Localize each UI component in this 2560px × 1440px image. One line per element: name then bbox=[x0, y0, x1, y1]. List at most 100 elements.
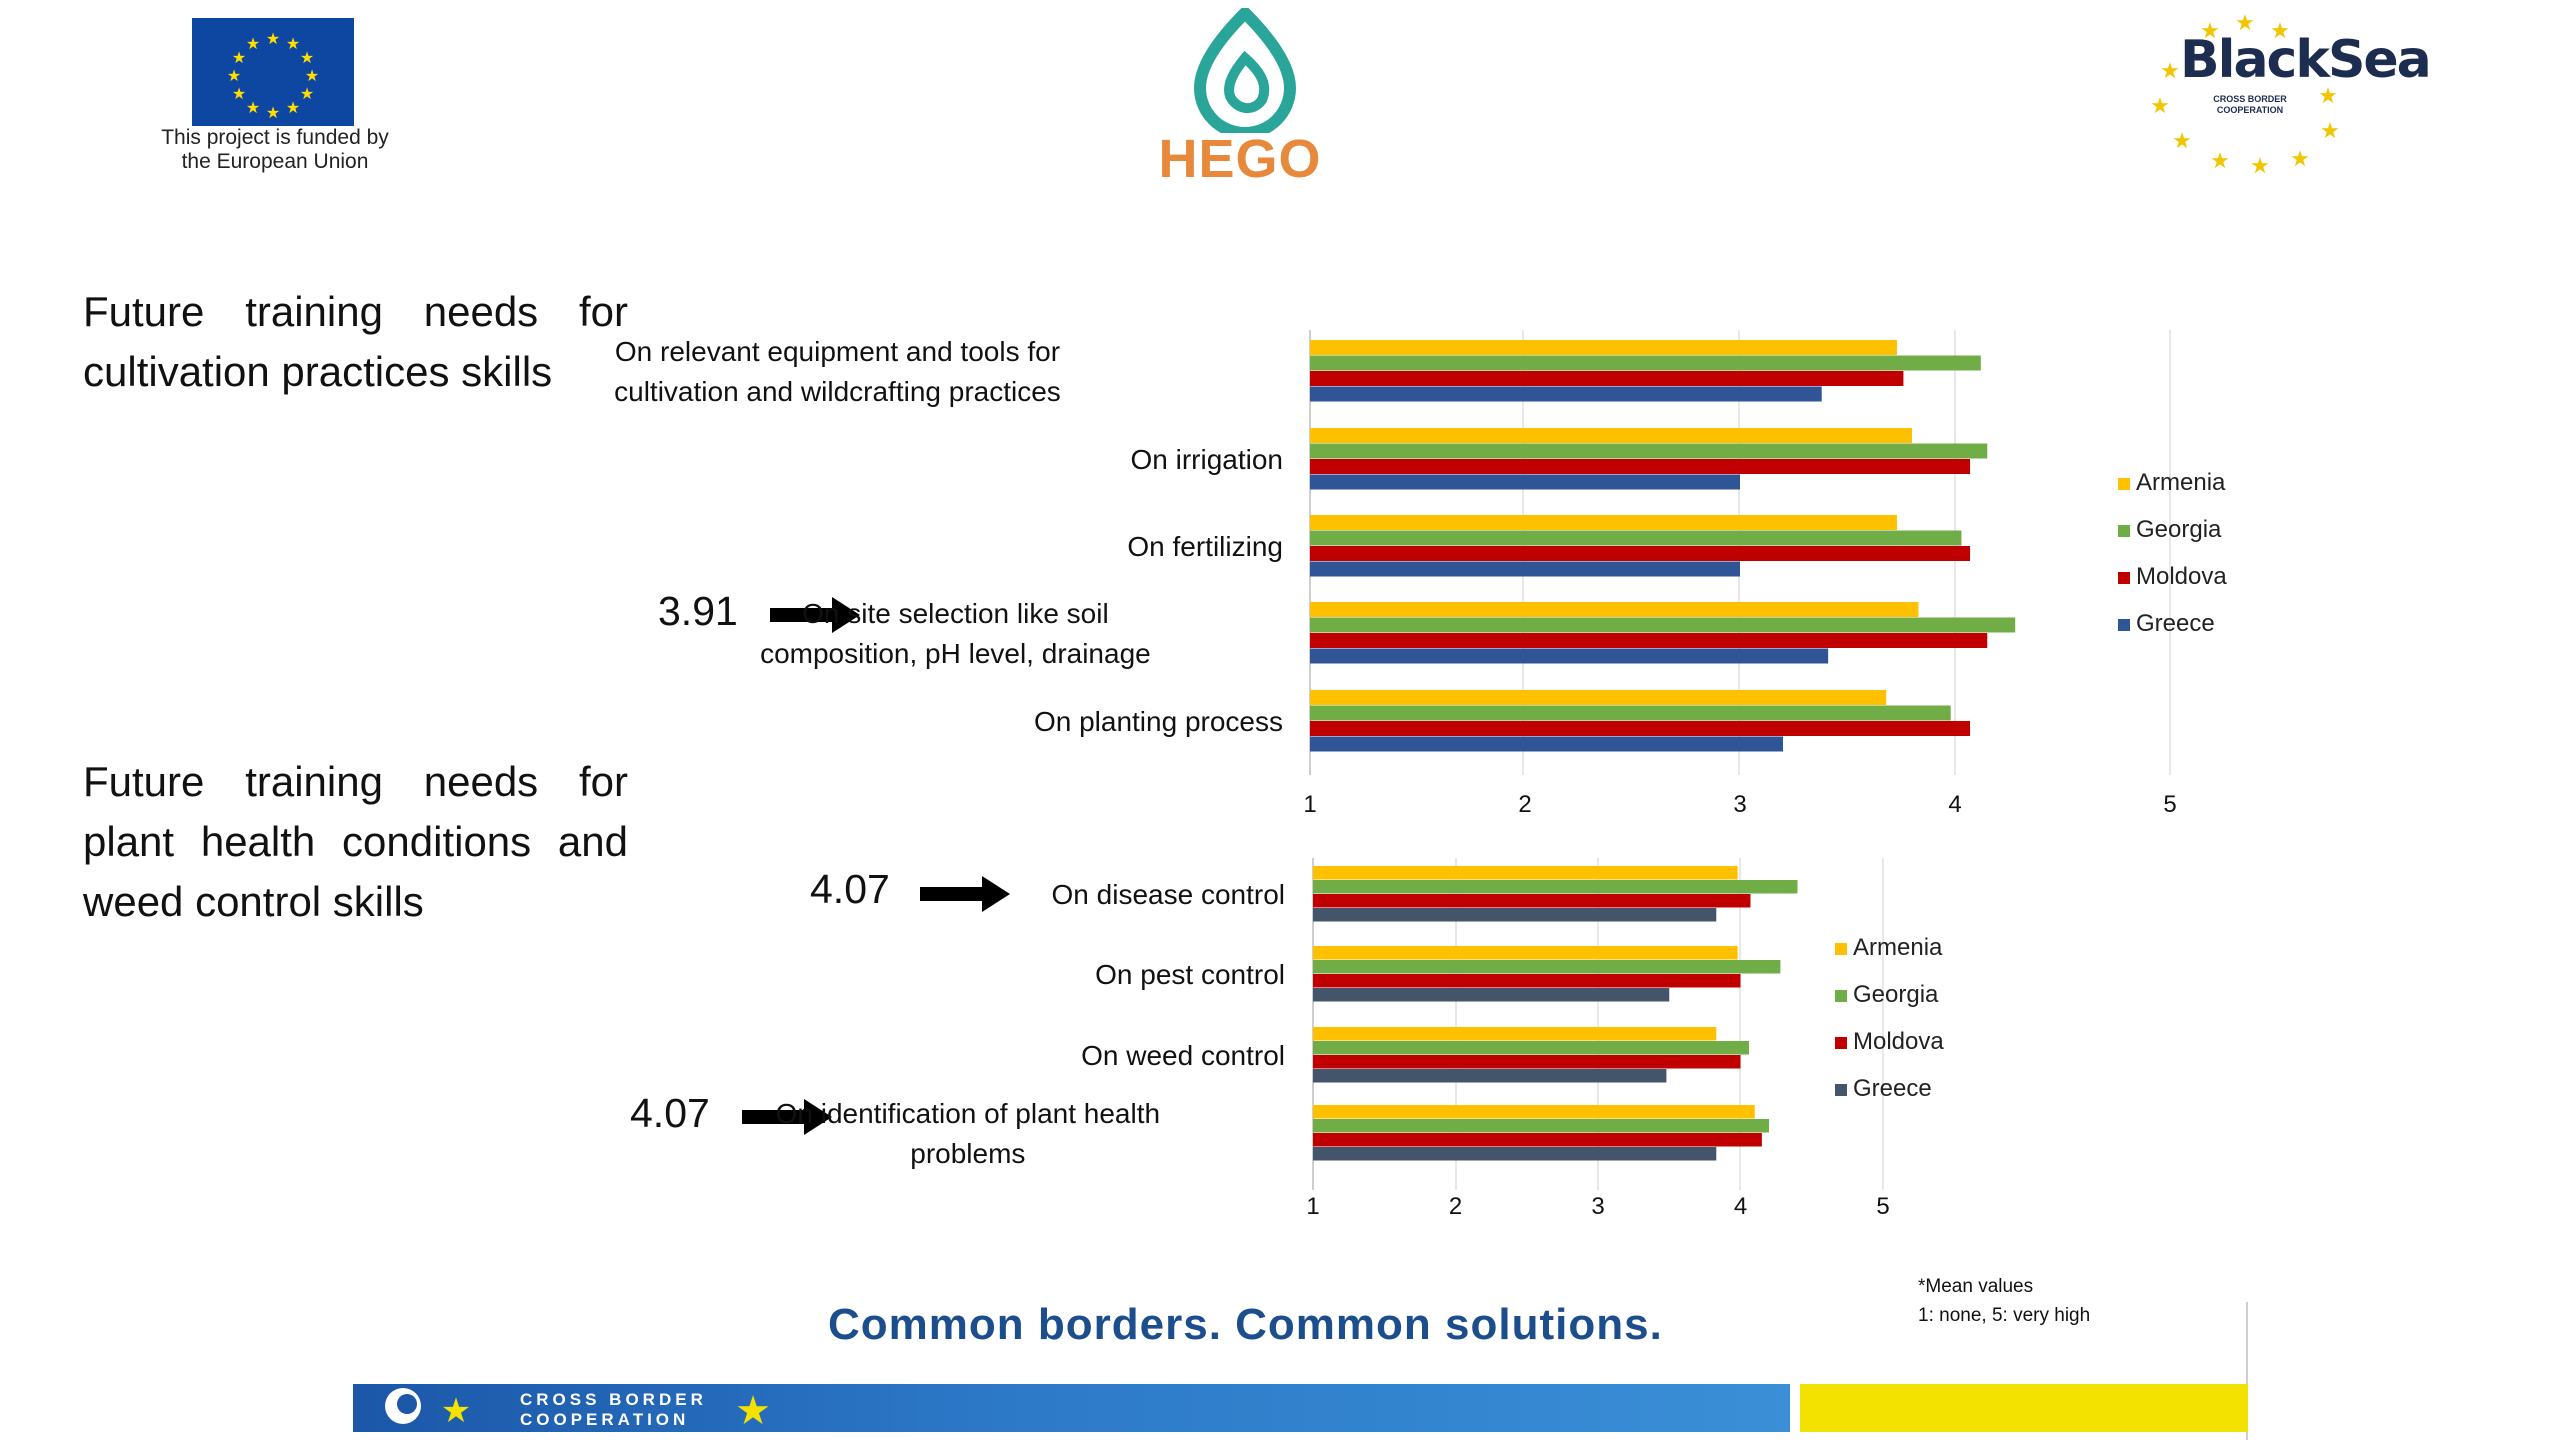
svg-text:★: ★ bbox=[300, 50, 314, 67]
bar-georgia bbox=[1310, 705, 1951, 721]
svg-text:★: ★ bbox=[2270, 18, 2290, 43]
svg-text:★: ★ bbox=[441, 1392, 471, 1430]
x-tick-label: 4 bbox=[1734, 1193, 1747, 1220]
svg-text:★: ★ bbox=[2235, 10, 2255, 35]
legend-swatch-armenia bbox=[2118, 478, 2130, 490]
note-line1: *Mean values bbox=[1918, 1276, 2034, 1297]
category-label: On disease control bbox=[1052, 879, 1285, 910]
blacksea-logo-subtitle: CROSS BORDER COOPERATION bbox=[2190, 94, 2310, 116]
arrow-right-icon bbox=[770, 595, 862, 640]
bar-georgia bbox=[1313, 1041, 1750, 1055]
bar-moldova bbox=[1310, 721, 1971, 736]
svg-text:★: ★ bbox=[2250, 153, 2270, 178]
category-label: On irrigation bbox=[1130, 444, 1283, 475]
bar-armenia bbox=[1310, 602, 1919, 617]
bar-georgia bbox=[1313, 1119, 1769, 1133]
svg-text:★: ★ bbox=[246, 36, 260, 53]
svg-text:★: ★ bbox=[246, 100, 260, 117]
svg-text:★: ★ bbox=[2200, 18, 2220, 43]
svg-text:★: ★ bbox=[232, 50, 246, 67]
category-label: On planting process bbox=[1034, 706, 1283, 737]
bar-moldova bbox=[1310, 459, 1971, 474]
bar-moldova bbox=[1310, 546, 1971, 561]
category-label: On site selection like soil composition, … bbox=[760, 598, 1151, 669]
svg-text:★: ★ bbox=[305, 68, 319, 85]
svg-text:★: ★ bbox=[266, 105, 280, 122]
svg-text:★: ★ bbox=[232, 86, 246, 103]
bar-georgia bbox=[1310, 355, 1981, 371]
bar-georgia bbox=[1313, 960, 1781, 974]
footer-yellow-band bbox=[1800, 1384, 2248, 1432]
svg-text:★: ★ bbox=[2150, 93, 2170, 118]
footer-slogan: Common borders. Common solutions. bbox=[828, 1300, 1663, 1349]
bar-georgia bbox=[1310, 530, 1962, 546]
bar-armenia bbox=[1313, 1105, 1755, 1119]
bar-greece bbox=[1313, 988, 1670, 1002]
hego-leaf-icon bbox=[1190, 4, 1300, 139]
bar-greece bbox=[1310, 386, 1822, 402]
svg-text:★: ★ bbox=[2290, 146, 2310, 171]
footer-cbc-text: CROSS BORDER COOPERATION bbox=[520, 1390, 707, 1430]
hego-logo-text: HEGO bbox=[1158, 129, 1322, 189]
x-tick-label: 1 bbox=[1303, 791, 1316, 818]
x-tick-label: 2 bbox=[1518, 791, 1531, 818]
bar-moldova bbox=[1313, 974, 1741, 988]
svg-text:★: ★ bbox=[2318, 83, 2338, 108]
bar-greece bbox=[1310, 474, 1740, 490]
bar-moldova bbox=[1310, 633, 1988, 648]
svg-text:★: ★ bbox=[300, 86, 314, 103]
legend-label-georgia: Georgia bbox=[2136, 516, 2222, 543]
x-tick-label: 4 bbox=[1948, 791, 1961, 818]
bar-moldova bbox=[1313, 1055, 1741, 1069]
eu-caption-line1: This project is funded by bbox=[161, 126, 389, 149]
legend-label-armenia: Armenia bbox=[1853, 934, 1943, 961]
bar-armenia bbox=[1310, 690, 1887, 705]
bar-armenia bbox=[1310, 428, 1912, 443]
bar-moldova bbox=[1310, 371, 1904, 386]
cbc-line1: CROSS BORDER bbox=[520, 1390, 707, 1409]
chart-1: 1 2 3 4 5 On relevant equipment and tools for… bbox=[614, 330, 2227, 818]
bar-armenia bbox=[1313, 866, 1738, 880]
legend-swatch-greece bbox=[1835, 1084, 1847, 1096]
arrow-right-icon bbox=[920, 874, 1012, 919]
legend-swatch-armenia bbox=[1835, 943, 1847, 955]
category-label: On fertilizing bbox=[1127, 531, 1283, 562]
eu-flag-logo: ★ ★ ★ ★ ★ ★ ★ ★ ★ ★ ★ ★ bbox=[192, 18, 354, 126]
heading-cultivation-skills: Future training needs for cultivation pr… bbox=[83, 288, 628, 395]
x-tick-label: 5 bbox=[2163, 791, 2176, 818]
legend-swatch-greece bbox=[2118, 619, 2130, 631]
svg-text:★: ★ bbox=[266, 31, 280, 48]
legend-label-moldova: Moldova bbox=[1853, 1028, 1944, 1055]
mean-values-note: *Mean values 1: none, 5: very high bbox=[1918, 1272, 2090, 1330]
svg-text:★: ★ bbox=[286, 36, 300, 53]
svg-text:★: ★ bbox=[2172, 128, 2192, 153]
heading-plant-health-skills: Future training needs for plant health c… bbox=[83, 758, 628, 925]
bar-armenia bbox=[1310, 515, 1897, 530]
footer-divider bbox=[2246, 1302, 2248, 1440]
x-tick-label: 2 bbox=[1449, 1193, 1462, 1220]
bar-georgia bbox=[1310, 617, 2016, 633]
svg-text:★: ★ bbox=[2320, 118, 2340, 143]
bar-greece bbox=[1310, 561, 1740, 577]
category-label: On identification of plant health problem… bbox=[776, 1098, 1160, 1169]
svg-text:★: ★ bbox=[735, 1389, 771, 1432]
bar-georgia bbox=[1310, 443, 1988, 459]
category-label: On pest control bbox=[1095, 959, 1285, 990]
bar-greece bbox=[1310, 736, 1783, 752]
svg-text:★: ★ bbox=[286, 100, 300, 117]
legend-label-armenia: Armenia bbox=[2136, 469, 2226, 496]
category-label: On relevant equipment and tools for culti… bbox=[614, 336, 1061, 407]
bar-georgia bbox=[1313, 880, 1798, 894]
arrow-right-icon bbox=[742, 1097, 834, 1142]
svg-text:★: ★ bbox=[227, 68, 241, 85]
spiral-star-icon: ★ bbox=[385, 1388, 471, 1430]
blacksea-stars-icon: ★ ★ ★ ★ ★ ★ ★ ★ ★ ★ ★ bbox=[2140, 8, 2400, 178]
bar-moldova bbox=[1313, 894, 1751, 908]
bar-armenia bbox=[1313, 946, 1738, 960]
bar-greece bbox=[1313, 1147, 1717, 1161]
eu-funding-caption: This project is funded by the European U… bbox=[140, 126, 410, 174]
category-label: On weed control bbox=[1081, 1040, 1285, 1071]
blacksea-sub-line1: CROSS BORDER bbox=[2213, 94, 2287, 104]
legend-swatch-moldova bbox=[1835, 1037, 1847, 1049]
bar-armenia bbox=[1313, 1027, 1717, 1041]
